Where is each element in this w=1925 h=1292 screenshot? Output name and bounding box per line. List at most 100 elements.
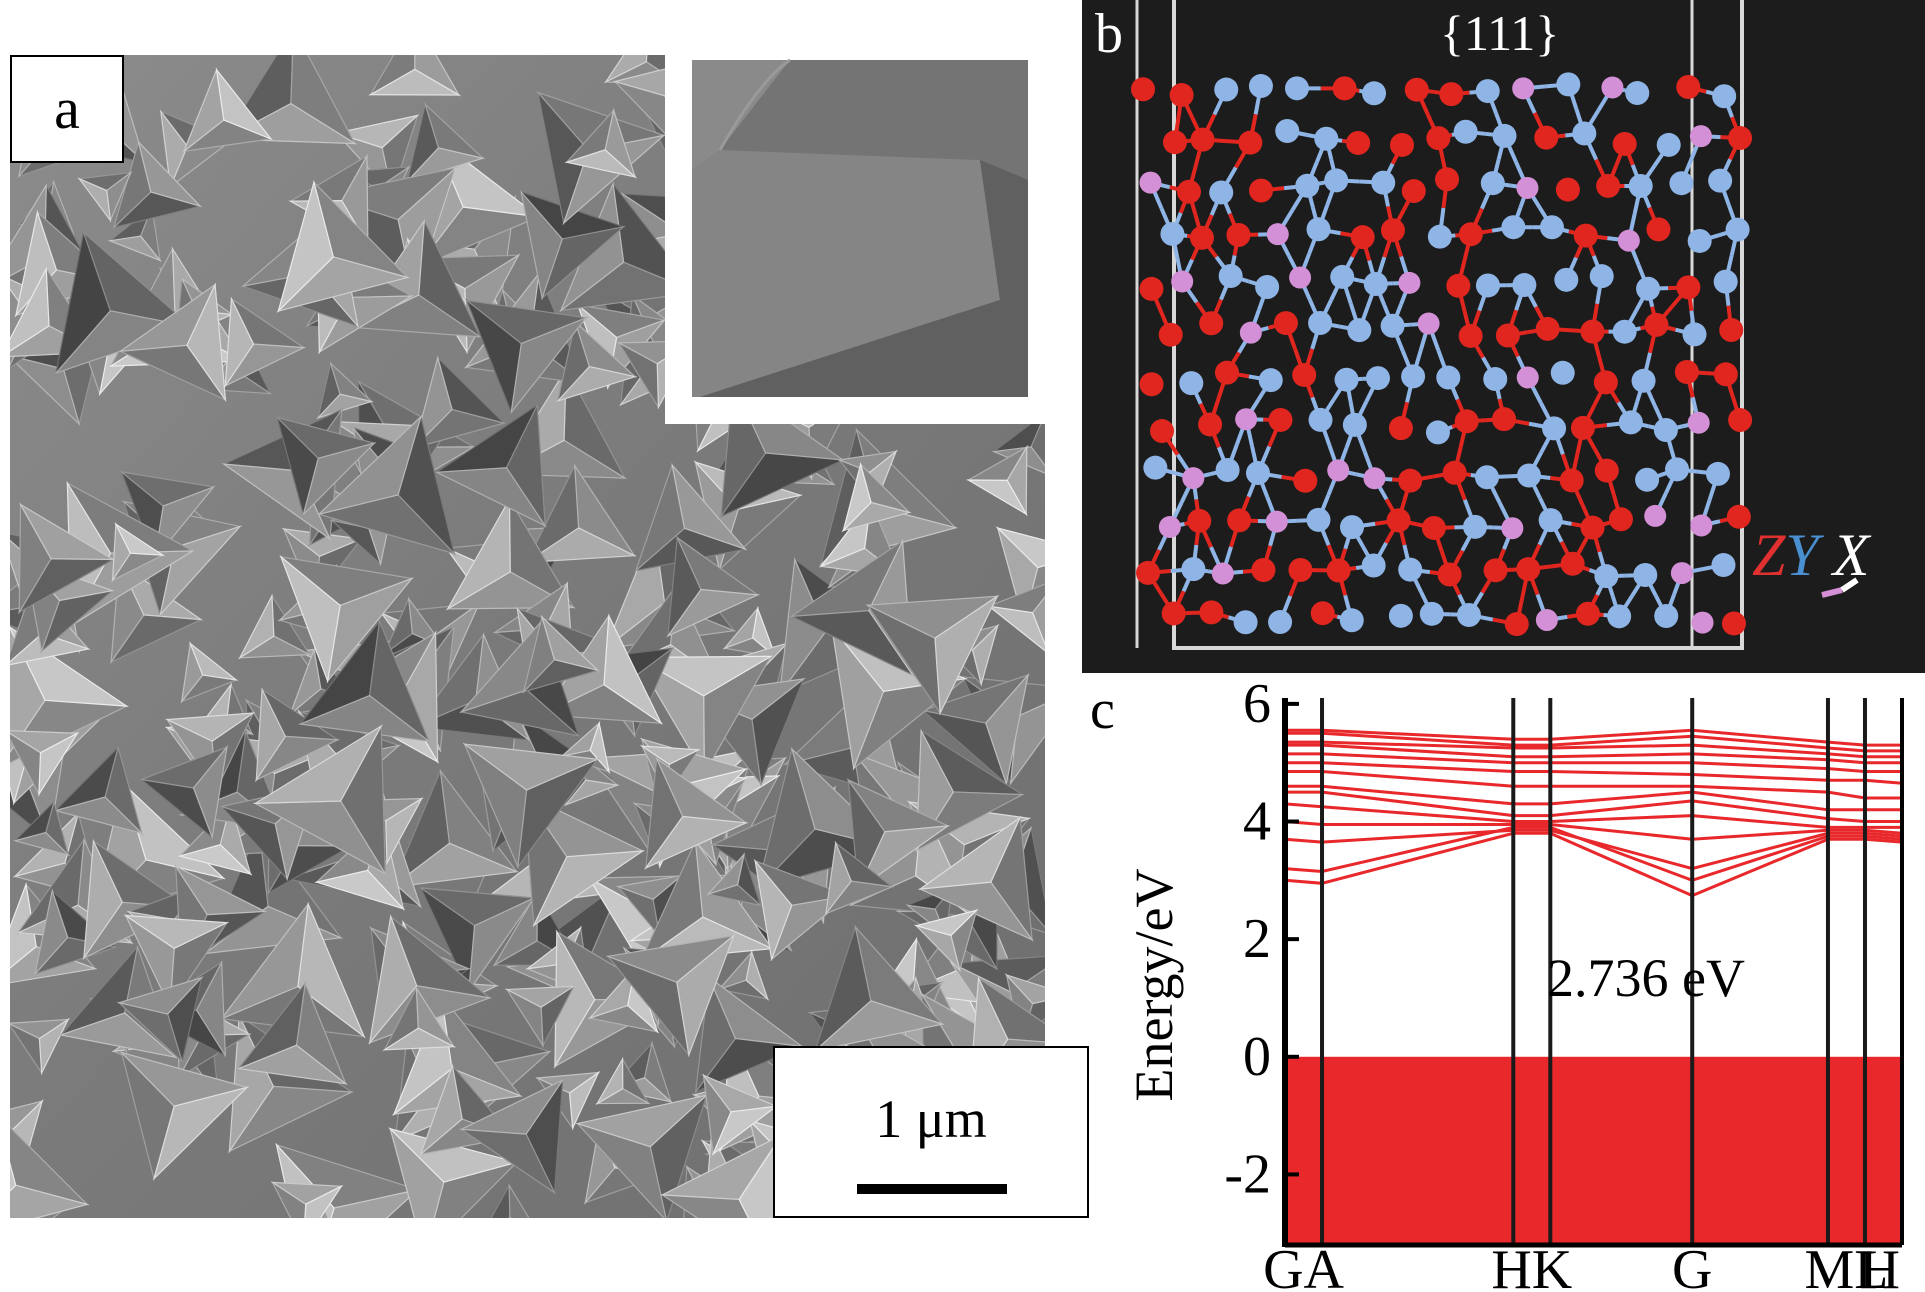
conduction-band-line [1285, 743, 1902, 765]
oxygen-atom [1596, 173, 1621, 198]
conduction-band-line [1284, 825, 1903, 882]
crystal-facet [751, 606, 777, 659]
oxygen-atom [1593, 370, 1618, 395]
oxygen-atom [1580, 515, 1605, 540]
oxygen-atom [1495, 323, 1520, 348]
crystal-facet [479, 1217, 541, 1218]
crystal-facet [288, 647, 322, 717]
facet-label: {111} [1440, 5, 1560, 61]
x-tick-labels: GA HK G MLH [1263, 1239, 1900, 1292]
crystal-facet [778, 557, 827, 697]
nitrogen-atom [1339, 608, 1364, 633]
oxygen-atom [1676, 75, 1701, 100]
nitrogen-atom [1245, 461, 1270, 486]
crystal-facet [995, 526, 1045, 569]
oxygen-atom [1504, 612, 1529, 637]
crystal-facet [413, 355, 453, 450]
crystal-facet [177, 843, 253, 876]
crystal-facet [524, 527, 637, 564]
nitrogen-atom [1218, 264, 1243, 289]
nitrogen-atom [1594, 564, 1619, 589]
crystal-facet [298, 694, 431, 743]
atoms [1131, 72, 1753, 637]
crystal-facet [666, 588, 760, 638]
nitrogen-atom [1589, 264, 1614, 289]
crystal-facet [316, 414, 423, 516]
axis-legend: ZY X [1752, 525, 1869, 585]
oxygen-atom [1350, 225, 1375, 250]
aluminum-atom [1182, 467, 1205, 490]
oxygen-atom [1158, 322, 1183, 347]
conduction-band-line [1285, 770, 1902, 800]
nitrogen-atom [1711, 553, 1736, 578]
crystal-facet [302, 441, 377, 517]
oxygen-atom [1446, 273, 1471, 298]
oxygen-atom [1608, 507, 1633, 532]
oxygen-atom [1442, 460, 1467, 485]
y-tick-label: 2 [1243, 908, 1271, 970]
crystal-facet [188, 641, 239, 681]
crystal-facet [159, 109, 189, 190]
aluminum-atom [1516, 366, 1539, 389]
band-gap-annotation: 2.736 eV [1547, 948, 1745, 1008]
nitrogen-atom [1625, 81, 1650, 106]
nitrogen-atom [1665, 457, 1690, 482]
oxygen-atom [1401, 179, 1426, 204]
oxygen-atom [1288, 557, 1313, 582]
oxygen-atom [1721, 611, 1746, 636]
nitrogen-atom [1712, 84, 1737, 109]
x-tick-label: HK [1491, 1239, 1572, 1292]
crystal-facet [568, 1070, 600, 1131]
crystal-facet [711, 1105, 779, 1156]
nitrogen-atom [1475, 79, 1500, 104]
aluminum-atom [1687, 411, 1710, 434]
aluminum-atom [1265, 510, 1288, 533]
crystal-facet [1010, 1216, 1045, 1218]
crystal-facet [446, 496, 511, 611]
crystal-facet [389, 842, 519, 889]
nitrogen-atom [1635, 467, 1660, 492]
crystal-facet [603, 613, 663, 725]
crystal-facet [671, 462, 748, 551]
crystal-facet [575, 1094, 709, 1148]
crystal-facet [540, 614, 600, 672]
oxygen-atom [1162, 130, 1187, 155]
crystal-facet [827, 1215, 976, 1218]
aluminum-atom [1535, 609, 1558, 632]
aluminum-atom [1398, 271, 1421, 294]
nitrogen-atom [1631, 368, 1656, 393]
conduction-band-line [1285, 728, 1902, 747]
nitrogen-atom [1419, 601, 1444, 626]
oxygen-atom [1534, 125, 1559, 150]
axis-triad-icon [1821, 577, 1859, 598]
oxygen-atom [1251, 557, 1276, 582]
crystal-facet [152, 1086, 250, 1181]
nitrogen-atom [1725, 217, 1750, 242]
crystal-facet [10, 266, 50, 359]
nitrogen-atom [1456, 603, 1481, 628]
y-ticks: 6 4 2 0 -2 [1224, 680, 1299, 1205]
oxygen-atom [1238, 130, 1263, 155]
band-structure-chart: c Energy/eV 6 4 2 0 -2 GA HK G MLH 2.736 eV [1090, 680, 1904, 1292]
nitrogen-atom [1474, 465, 1499, 490]
oxygen-atom [1386, 508, 1411, 533]
y-tick-label: 6 [1243, 680, 1271, 735]
nitrogen-atom [1669, 171, 1694, 196]
nitrogen-atom [1214, 77, 1239, 102]
nitrogen-atom [1324, 168, 1349, 193]
crystal-facet [468, 896, 536, 994]
crystal-facet [419, 1063, 463, 1157]
aluminum-atom [1171, 270, 1194, 293]
nitrogen-atom [1705, 461, 1730, 486]
nitrogen-atom [1713, 269, 1738, 294]
y-tick-label: -2 [1224, 1143, 1271, 1205]
panel-c-band-structure: c Energy/eV 6 4 2 0 -2 GA HK G ML H 2.736 eV [1060, 680, 1925, 1292]
nitrogen-atom [1687, 228, 1712, 253]
oxygen-atom [1573, 223, 1598, 248]
oxygen-atom [1226, 223, 1251, 248]
oxygen-atom [1136, 560, 1161, 585]
oxygen-atom [1535, 316, 1560, 341]
nitrogen-atom [1654, 603, 1679, 628]
crystal-facet [615, 874, 684, 901]
nitrogen-atom [1463, 514, 1488, 539]
